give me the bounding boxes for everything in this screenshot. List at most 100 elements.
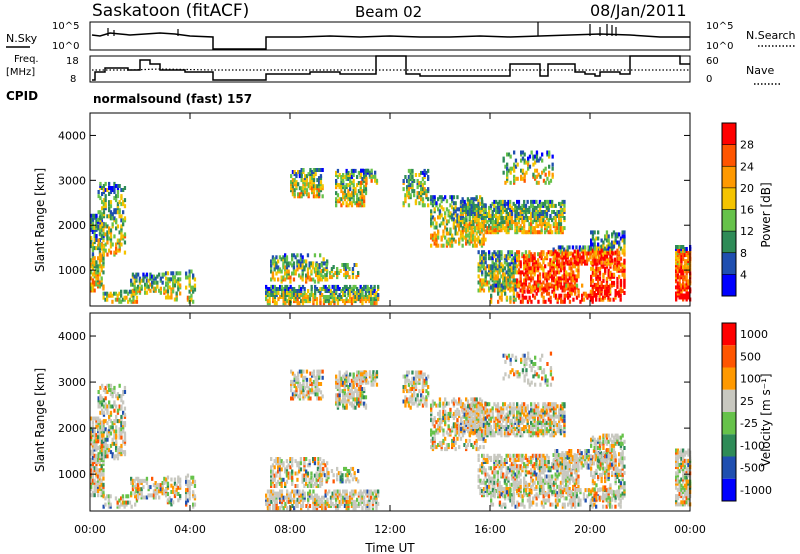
range-time-cell (192, 504, 195, 509)
range-time-cell (597, 276, 600, 281)
range-time-cell (115, 448, 118, 453)
range-time-cell (319, 457, 322, 461)
range-time-cell (286, 495, 289, 500)
range-time-cell (488, 280, 491, 285)
range-time-cell (95, 418, 98, 423)
range-time-cell (305, 273, 308, 278)
range-time-cell (510, 266, 514, 271)
range-time-cell (470, 199, 473, 204)
range-time-cell (95, 420, 98, 425)
range-time-cell (104, 406, 107, 411)
range-time-cell (486, 220, 489, 225)
range-time-cell (516, 283, 519, 288)
range-time-cell (91, 420, 95, 425)
range-time-cell (340, 289, 343, 293)
range-time-cell (460, 216, 463, 220)
range-time-cell (427, 168, 430, 173)
range-time-cell (312, 194, 316, 199)
range-time-cell (301, 504, 305, 508)
range-time-cell (357, 197, 361, 202)
range-time-cell (359, 495, 362, 500)
range-time-cell (135, 476, 138, 481)
range-time-cell (475, 226, 479, 231)
range-time-cell (505, 228, 508, 233)
range-time-cell (326, 259, 329, 264)
range-time-cell (163, 272, 166, 277)
range-time-cell (373, 495, 376, 500)
range-time-cell (348, 469, 351, 473)
range-time-cell (326, 461, 329, 466)
range-time-cell (530, 212, 533, 216)
range-time-cell (507, 199, 510, 204)
range-time-cell (113, 186, 116, 190)
range-time-cell (154, 487, 157, 492)
range-time-cell (186, 275, 190, 280)
range-time-cell (519, 280, 522, 285)
range-time-cell (423, 191, 426, 196)
range-time-cell (149, 272, 152, 277)
range-time-cell (95, 268, 98, 273)
range-time-cell (509, 220, 512, 225)
range-time-cell (470, 210, 473, 214)
range-time-cell (533, 199, 536, 204)
range-time-cell (275, 499, 278, 504)
range-time-cell (621, 248, 624, 253)
range-time-cell (512, 286, 515, 291)
range-time-cell (475, 231, 478, 236)
range-time-cell (106, 297, 109, 302)
range-time-cell (116, 210, 120, 215)
range-time-cell (577, 254, 580, 259)
range-time-cell (516, 199, 519, 204)
range-time-cell (616, 256, 619, 261)
range-time-cell (102, 388, 106, 392)
range-time-cell (368, 497, 371, 502)
range-time-cell (511, 166, 514, 171)
range-time-cell (161, 491, 164, 496)
range-time-cell (99, 224, 102, 229)
range-time-cell (287, 493, 291, 498)
range-time-cell (322, 495, 326, 500)
range-time-cell (682, 277, 685, 282)
range-time-cell (341, 473, 344, 478)
range-time-cell (104, 194, 107, 199)
range-time-cell (523, 216, 526, 220)
range-time-cell (482, 278, 486, 283)
range-time-cell (278, 267, 282, 272)
range-time-cell (524, 270, 528, 275)
range-time-cell (307, 491, 310, 496)
range-time-cell (91, 252, 95, 257)
range-time-cell (279, 499, 282, 504)
range-time-cell (575, 274, 578, 279)
range-time-cell (491, 274, 494, 279)
range-time-cell (335, 506, 338, 511)
range-time-cell (618, 232, 621, 237)
range-time-cell (101, 200, 104, 205)
range-time-cell (541, 152, 544, 157)
range-time-cell (616, 276, 619, 281)
range-time-cell (505, 276, 508, 281)
range-time-cell (122, 188, 125, 192)
range-time-cell (563, 199, 566, 204)
range-time-cell (563, 293, 566, 298)
range-time-cell (570, 291, 573, 296)
range-time-cell (479, 278, 482, 283)
range-time-cell (623, 276, 626, 281)
range-time-cell (430, 223, 433, 228)
range-time-cell (272, 284, 275, 289)
range-time-cell (291, 184, 295, 189)
range-time-cell (447, 231, 450, 236)
range-time-cell (357, 479, 360, 484)
range-time-cell (619, 246, 623, 251)
range-time-cell (319, 501, 322, 506)
range-time-cell (296, 489, 299, 494)
range-time-cell (616, 262, 619, 267)
range-time-cell (270, 473, 273, 478)
range-time-cell (613, 257, 617, 262)
range-time-cell (474, 203, 477, 208)
range-time-cell (491, 260, 494, 265)
range-time-cell (111, 299, 114, 304)
range-time-cell (273, 257, 276, 262)
range-time-cell (572, 297, 575, 302)
range-time-cell (533, 252, 536, 257)
range-time-cell (315, 301, 319, 306)
